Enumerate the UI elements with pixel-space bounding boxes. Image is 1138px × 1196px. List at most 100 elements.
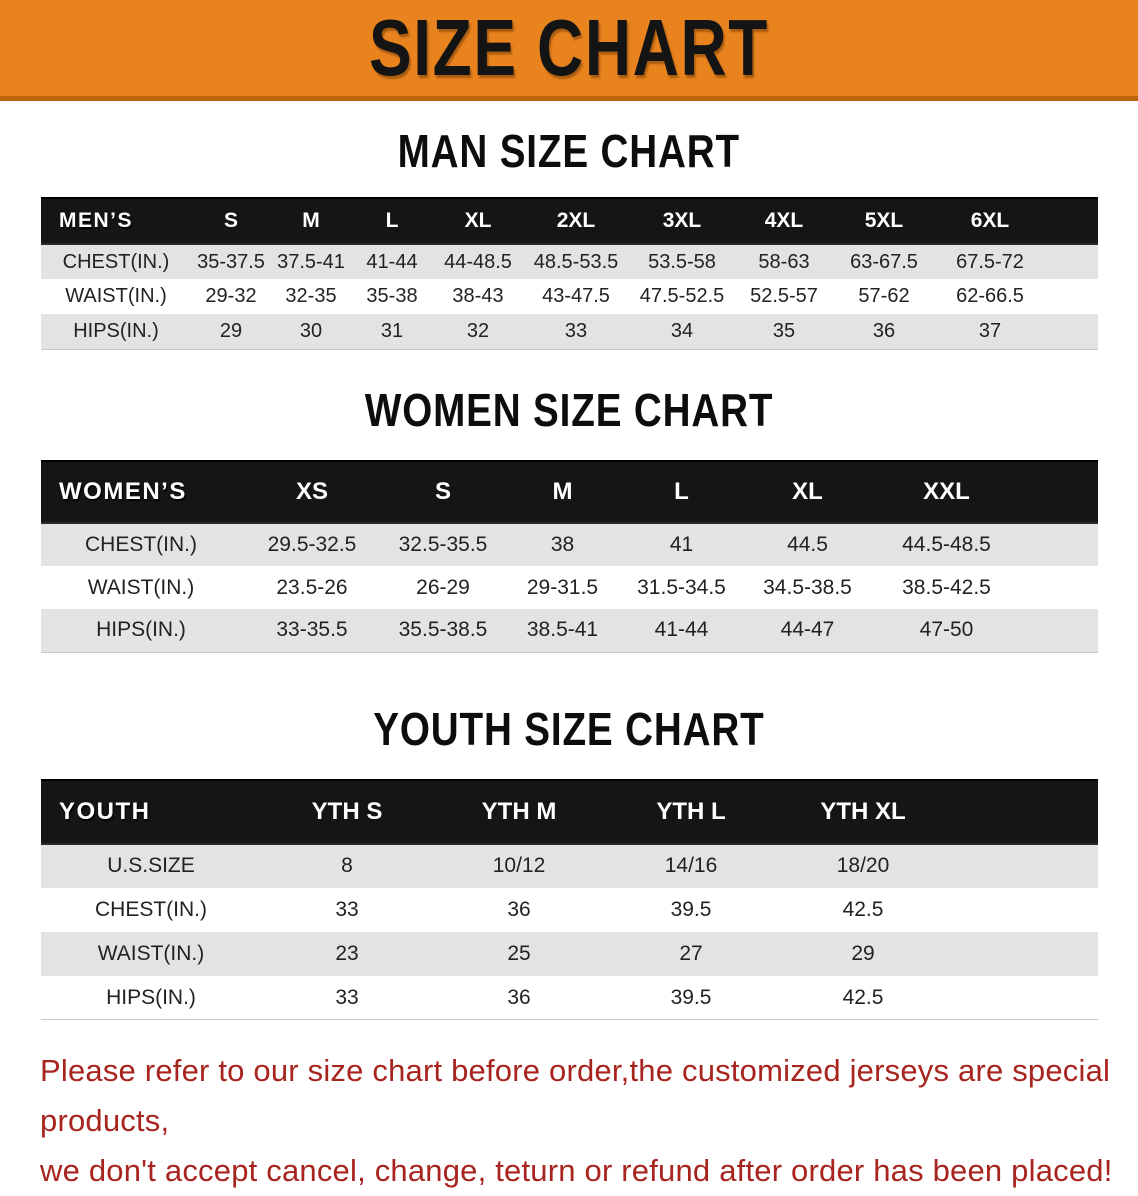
size-value-cell: 44-48.5 (433, 244, 523, 280)
size-value-cell: 10/12 (433, 843, 605, 888)
table-row: WAIST(IN.) 23.5-26 26-29 29-31.5 31.5-34… (41, 566, 1098, 610)
size-value-cell: 38-43 (433, 279, 523, 315)
spacer-cell (1045, 314, 1098, 350)
size-value-cell: 29-32 (191, 279, 271, 315)
row-label: WAIST(IN.) (41, 566, 241, 610)
size-value-cell: 37 (935, 314, 1045, 350)
spacer-cell (949, 931, 1098, 976)
size-value-cell: 23 (261, 931, 433, 976)
size-value-cell: 32.5-35.5 (383, 523, 503, 567)
spacer-cell (1045, 279, 1098, 315)
spacer-cell (1045, 244, 1098, 280)
youth-size-table: YOUTH YTH S YTH M YTH L YTH XL U.S.SIZE … (41, 778, 1098, 1021)
size-value-cell: 63-67.5 (833, 244, 935, 280)
row-label: HIPS(IN.) (41, 314, 191, 350)
size-value-cell: 14/16 (605, 843, 777, 888)
men-group-label: MEN’S (41, 197, 191, 246)
banner-title: SIZE CHART (319, 8, 819, 88)
size-value-cell: 33 (523, 314, 629, 350)
men-section-heading: MAN SIZE CHART (0, 125, 1138, 177)
banner: SIZE CHART (0, 0, 1138, 101)
spacer-cell (949, 887, 1098, 932)
table-row: HIPS(IN.) 33-35.5 35.5-38.5 38.5-41 41-4… (41, 609, 1098, 653)
size-column-header: 2XL (523, 197, 629, 246)
size-column-header: S (383, 460, 503, 525)
disclaimer-line1: Please refer to our size chart before or… (40, 1053, 1111, 1139)
disclaimer: Please refer to our size chart before or… (40, 1046, 1138, 1196)
size-value-cell: 57-62 (833, 279, 935, 315)
table-row: WAIST(IN.) 23 25 27 29 (41, 931, 1098, 976)
spacer-cell (1019, 609, 1098, 653)
size-value-cell: 36 (433, 975, 605, 1021)
row-label: HIPS(IN.) (41, 975, 261, 1021)
size-value-cell: 35.5-38.5 (383, 609, 503, 653)
row-label: WAIST(IN.) (41, 931, 261, 976)
size-value-cell: 36 (833, 314, 935, 350)
men-size-table: MEN’S S M L XL 2XL 3XL 4XL 5XL 6XL CHEST… (41, 197, 1098, 350)
table-row: WAIST(IN.) 29-32 32-35 35-38 38-43 43-47… (41, 279, 1098, 315)
spacer-cell (1019, 523, 1098, 567)
men-header-row: MEN’S S M L XL 2XL 3XL 4XL 5XL 6XL (41, 197, 1098, 246)
size-column-header: YTH S (261, 778, 433, 845)
size-value-cell: 32 (433, 314, 523, 350)
size-column-header: M (503, 460, 622, 525)
size-value-cell: 38 (503, 523, 622, 567)
size-column-header: YTH M (433, 778, 605, 845)
size-value-cell: 23.5-26 (241, 566, 383, 610)
row-label: CHEST(IN.) (41, 523, 241, 567)
size-value-cell: 31 (351, 314, 433, 350)
size-value-cell: 41 (622, 523, 741, 567)
size-value-cell: 8 (261, 843, 433, 888)
size-value-cell: 38.5-42.5 (874, 566, 1019, 610)
size-value-cell: 38.5-41 (503, 609, 622, 653)
size-value-cell: 52.5-57 (735, 279, 833, 315)
spacer-cell (1019, 460, 1098, 525)
size-value-cell: 31.5-34.5 (622, 566, 741, 610)
spacer-cell (949, 843, 1098, 888)
women-section-heading: WOMEN SIZE CHART (0, 383, 1138, 436)
size-value-cell: 29 (777, 931, 949, 976)
table-row: CHEST(IN.) 33 36 39.5 42.5 (41, 887, 1098, 932)
women-section-heading-text: WOMEN SIZE CHART (364, 383, 774, 436)
size-column-header: 4XL (735, 197, 833, 246)
size-column-header: XL (433, 197, 523, 246)
size-value-cell: 36 (433, 887, 605, 932)
size-value-cell: 27 (605, 931, 777, 976)
size-value-cell: 43-47.5 (523, 279, 629, 315)
men-section-heading-text: MAN SIZE CHART (397, 125, 741, 177)
size-value-cell: 44-47 (741, 609, 874, 653)
youth-section-heading: YOUTH SIZE CHART (0, 702, 1138, 755)
spacer-cell (949, 778, 1098, 845)
size-value-cell: 35 (735, 314, 833, 350)
size-column-header: YTH XL (777, 778, 949, 845)
table-row: U.S.SIZE 8 10/12 14/16 18/20 (41, 843, 1098, 888)
size-value-cell: 33 (261, 975, 433, 1021)
table-row: CHEST(IN.) 35-37.5 37.5-41 41-44 44-48.5… (41, 244, 1098, 280)
size-column-header: M (271, 197, 351, 246)
size-value-cell: 41-44 (622, 609, 741, 653)
women-size-table: WOMEN’S XS S M L XL XXL CHEST(IN.) 29.5-… (41, 460, 1098, 653)
size-value-cell: 47.5-52.5 (629, 279, 735, 315)
table-row: HIPS(IN.) 33 36 39.5 42.5 (41, 975, 1098, 1021)
size-value-cell: 29 (191, 314, 271, 350)
disclaimer-line2: we don't accept cancel, change, teturn o… (40, 1153, 1113, 1189)
youth-section-heading-text: YOUTH SIZE CHART (373, 702, 765, 755)
size-column-header: 3XL (629, 197, 735, 246)
size-value-cell: 44.5-48.5 (874, 523, 1019, 567)
youth-header-row: YOUTH YTH S YTH M YTH L YTH XL (41, 778, 1098, 845)
banner-title-text: SIZE CHART (369, 3, 769, 92)
women-header-row: WOMEN’S XS S M L XL XXL (41, 460, 1098, 525)
row-label: CHEST(IN.) (41, 887, 261, 932)
size-column-header: L (351, 197, 433, 246)
size-value-cell: 35-37.5 (191, 244, 271, 280)
size-value-cell: 33 (261, 887, 433, 932)
spacer-cell (1045, 197, 1098, 246)
spacer-cell (949, 975, 1098, 1021)
size-value-cell: 48.5-53.5 (523, 244, 629, 280)
size-column-header: L (622, 460, 741, 525)
row-label: U.S.SIZE (41, 843, 261, 888)
size-value-cell: 39.5 (605, 975, 777, 1021)
row-label: CHEST(IN.) (41, 244, 191, 280)
spacer-cell (1019, 566, 1098, 610)
